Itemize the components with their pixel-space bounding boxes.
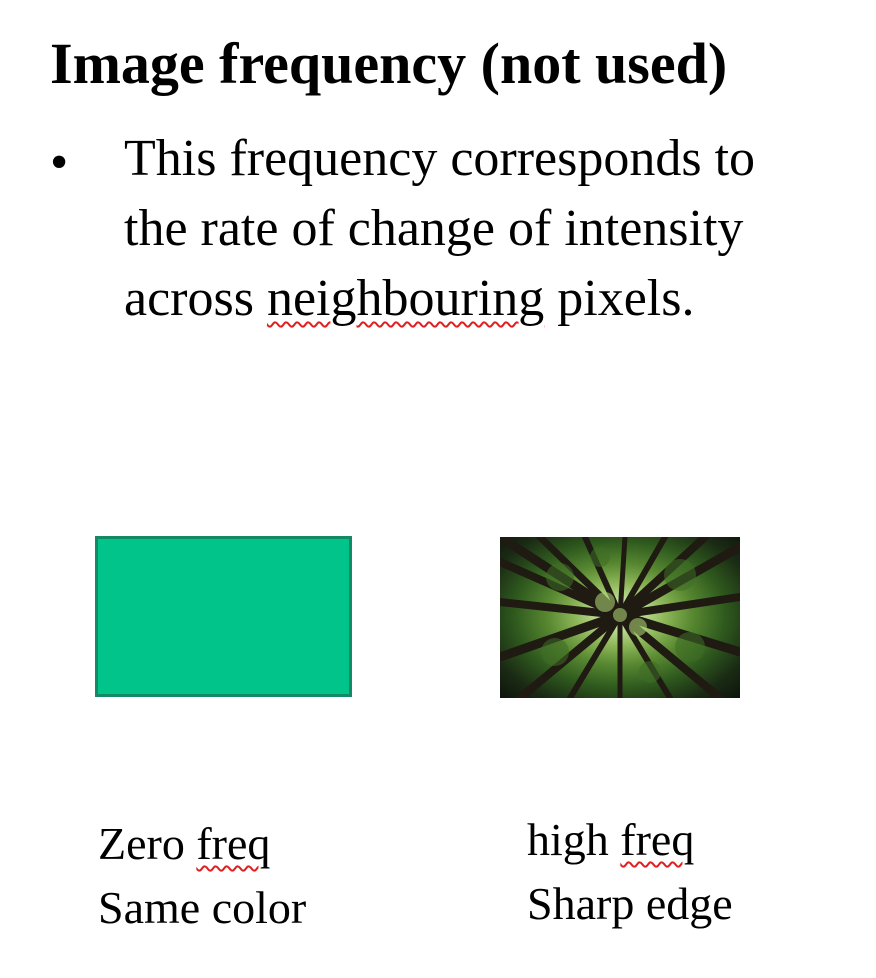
bullet-line-3: across neighbouring pixels.: [124, 264, 864, 334]
bullet-line-2: the rate of change of intensity: [124, 200, 744, 257]
slide-title: Image frequency (not used): [50, 31, 728, 96]
solid-color-swatch: [95, 536, 352, 697]
zero-freq-caption-line-2: Same color: [98, 882, 307, 933]
high-freq-caption-line-2: Sharp edge: [527, 878, 733, 929]
spellcheck-flagged-word: neighbouring: [266, 270, 545, 327]
bullet-line-3-end: pixels.: [544, 270, 695, 327]
spellcheck-flagged-word: freq: [196, 818, 271, 869]
high-freq-caption: high freq Sharp edge: [527, 808, 733, 936]
high-label: high: [527, 814, 621, 865]
tree-trunks-graphic: [500, 537, 740, 698]
bullet-line-1: This frequency corresponds to: [124, 130, 756, 187]
zero-freq-caption: Zero freq Same color: [98, 812, 306, 940]
high-freq-caption-line-1: high freq: [527, 808, 733, 872]
spellcheck-flagged-word: freq: [620, 814, 695, 865]
forest-canopy-photo: [500, 537, 740, 698]
zero-label: Zero: [98, 818, 197, 869]
bullet-line-3-start: across: [124, 270, 267, 327]
bullet-marker: •: [50, 134, 69, 191]
bullet-text: This frequency corresponds to the rate o…: [124, 124, 864, 334]
zero-freq-caption-line-1: Zero freq: [98, 812, 306, 876]
